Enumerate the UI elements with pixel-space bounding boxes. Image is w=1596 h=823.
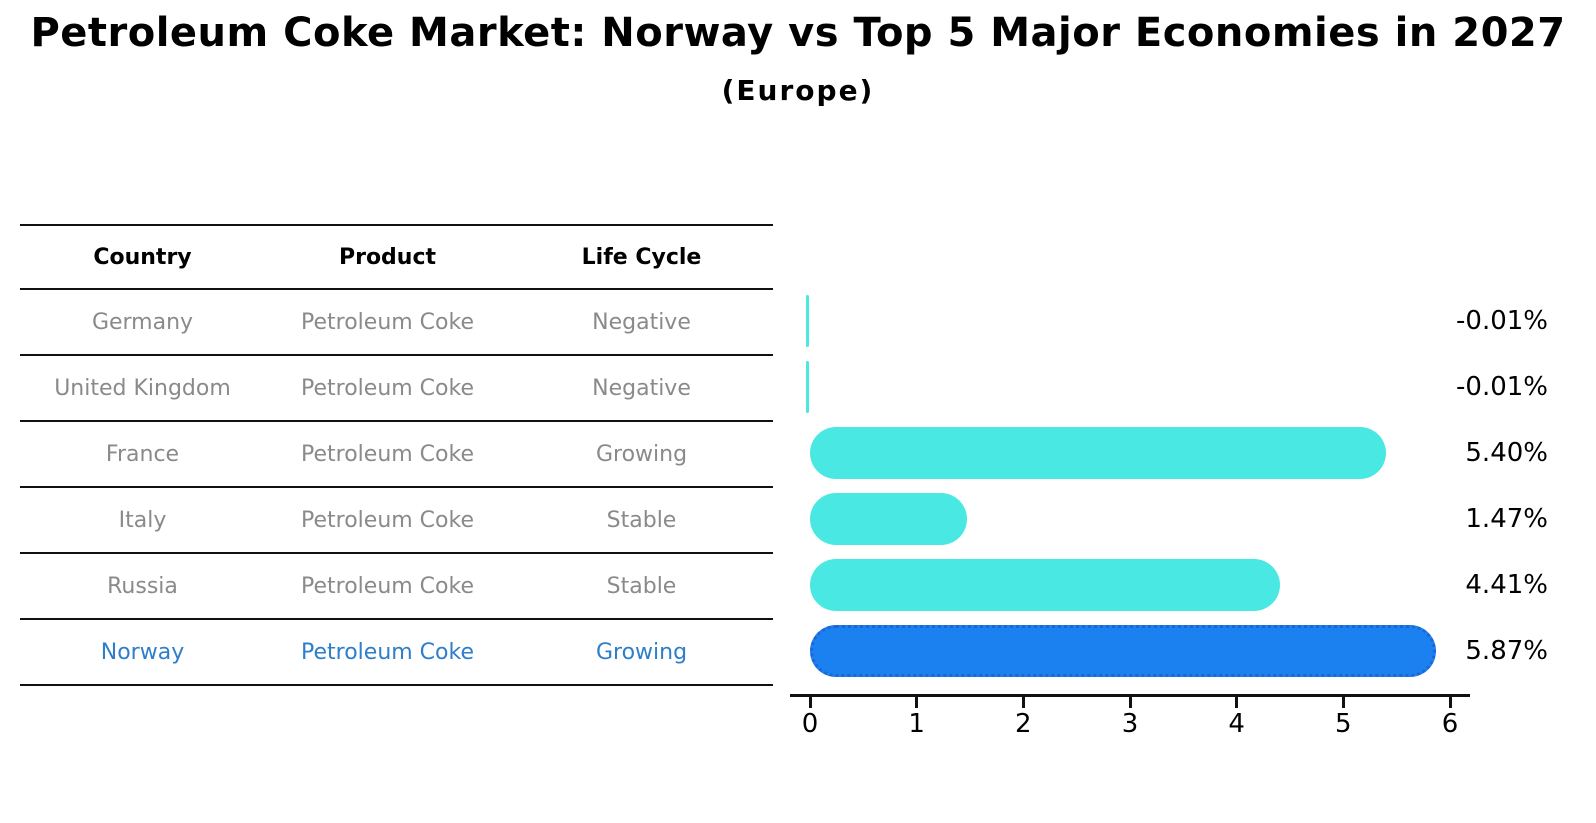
x-tick — [808, 696, 812, 708]
x-axis-line — [790, 694, 1470, 697]
country-info-table: Country Product Life Cycle Germany Petro… — [20, 224, 773, 686]
column-header-country: Country — [93, 244, 192, 270]
bar-row-norway — [810, 618, 1470, 684]
table-row-united-kingdom: United Kingdom Petroleum Coke Negative — [20, 356, 773, 422]
bar-france — [810, 427, 1386, 479]
chart-subtitle: (Europe) — [721, 74, 875, 107]
country-cell: France — [105, 441, 180, 467]
table-row-france: France Petroleum Coke Growing — [20, 422, 773, 488]
life-cycle-cell: Growing — [595, 441, 688, 467]
table-row-italy: Italy Petroleum Coke Stable — [20, 488, 773, 554]
value-label-germany: -0.01% — [1456, 306, 1548, 336]
product-cell: Petroleum Coke — [301, 573, 474, 599]
life-cycle-cell: Negative — [592, 375, 691, 401]
bar-norway — [810, 625, 1437, 677]
product-cell: Petroleum Coke — [301, 507, 474, 533]
country-cell: United Kingdom — [54, 375, 231, 401]
x-tick-label: 3 — [1121, 709, 1139, 739]
table-row-germany: Germany Petroleum Coke Negative — [20, 290, 773, 356]
value-label-france: 5.40% — [1465, 438, 1548, 468]
x-tick-label: 5 — [1335, 709, 1352, 739]
x-tick — [1235, 696, 1239, 708]
life-cycle-cell: Negative — [592, 309, 691, 335]
table-row-russia: Russia Petroleum Coke Stable — [20, 554, 773, 620]
country-cell: Norway — [100, 639, 185, 665]
bar-germany — [806, 295, 809, 347]
x-tick-label: 6 — [1441, 709, 1459, 739]
bar-united-kingdom — [806, 361, 809, 413]
column-header-life-cycle: Life Cycle — [581, 244, 702, 270]
bar-row-germany — [806, 288, 1470, 354]
bar-italy — [810, 493, 967, 545]
product-cell: Petroleum Coke — [301, 639, 474, 665]
x-tick — [1128, 696, 1132, 708]
x-tick — [1021, 696, 1025, 708]
life-cycle-cell: Growing — [595, 639, 688, 665]
bar-russia — [810, 559, 1281, 611]
life-cycle-cell: Stable — [606, 573, 677, 599]
country-cell: Italy — [118, 507, 167, 533]
bar-row-united-kingdom — [806, 354, 1470, 420]
x-tick — [1448, 696, 1452, 708]
product-cell: Petroleum Coke — [301, 441, 474, 467]
x-tick — [915, 696, 919, 708]
x-tick-label: 0 — [801, 709, 819, 739]
x-tick-label: 2 — [1015, 709, 1032, 739]
value-label-norway: 5.87% — [1465, 636, 1548, 666]
x-tick-label: 4 — [1228, 709, 1245, 739]
value-label-russia: 4.41% — [1465, 570, 1548, 600]
life-cycle-cell: Stable — [606, 507, 677, 533]
product-cell: Petroleum Coke — [301, 309, 474, 335]
country-cell: Russia — [107, 573, 178, 599]
x-tick-label: 1 — [908, 709, 925, 739]
bar-row-russia — [810, 552, 1470, 618]
bar-row-france — [810, 420, 1470, 486]
value-label-united-kingdom: -0.01% — [1456, 372, 1548, 402]
x-axis: 0 1 2 3 4 5 6 — [790, 694, 1490, 754]
country-cell: Germany — [91, 309, 194, 335]
table-row-norway: Norway Petroleum Coke Growing — [20, 620, 773, 686]
product-cell: Petroleum Coke — [301, 375, 474, 401]
table-header-row: Country Product Life Cycle — [20, 224, 773, 290]
bar-row-italy — [810, 486, 1470, 552]
x-tick — [1341, 696, 1345, 708]
value-label-italy: 1.47% — [1465, 504, 1548, 534]
chart-title: Petroleum Coke Market: Norway vs Top 5 M… — [30, 10, 1566, 56]
column-header-product: Product — [338, 244, 437, 270]
value-label-column: -0.01% -0.01% 5.40% 1.47% 4.41% 5.87% — [1438, 288, 1548, 684]
bar-plot-area — [806, 288, 1470, 684]
